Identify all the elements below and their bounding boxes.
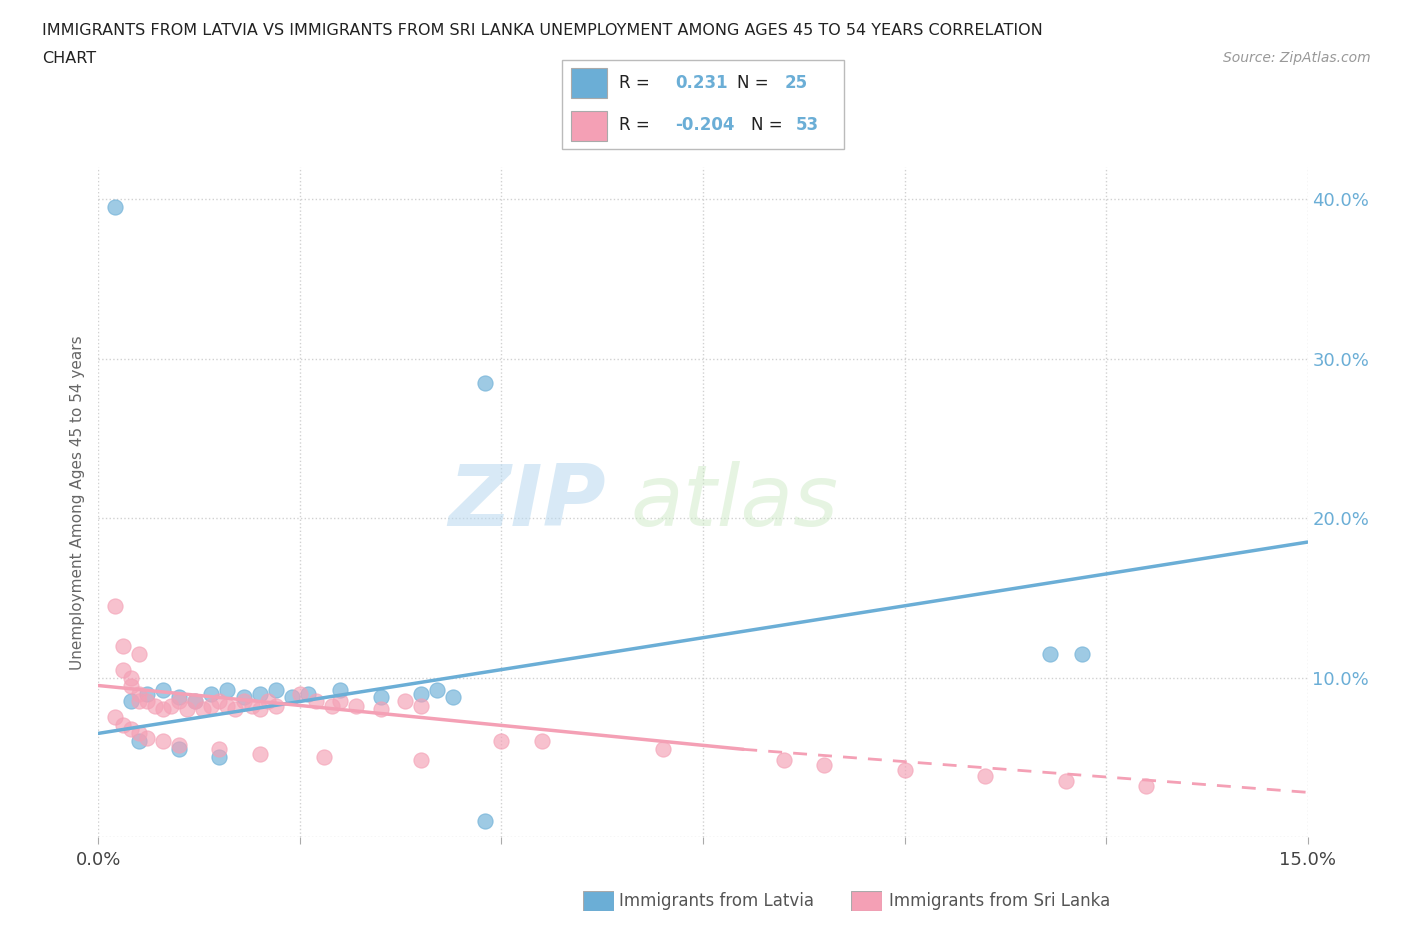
- Point: [103, 710, 125, 724]
- Point: [200, 698, 222, 713]
- Text: 0.231: 0.231: [675, 74, 727, 92]
- Text: R =: R =: [619, 116, 655, 134]
- Point: [167, 742, 190, 757]
- Point: [249, 686, 271, 701]
- Point: [111, 718, 134, 733]
- Point: [264, 683, 287, 698]
- Point: [232, 689, 254, 704]
- Point: [128, 646, 150, 661]
- Point: [240, 698, 263, 713]
- Point: [409, 698, 432, 713]
- Point: [152, 683, 174, 698]
- FancyBboxPatch shape: [851, 891, 882, 911]
- FancyBboxPatch shape: [571, 111, 607, 140]
- Point: [103, 200, 125, 215]
- Point: [264, 698, 287, 713]
- Point: [217, 683, 239, 698]
- Point: [281, 689, 304, 704]
- Point: [111, 662, 134, 677]
- Point: [167, 737, 190, 752]
- Point: [329, 694, 352, 709]
- Point: [394, 694, 416, 709]
- Point: [135, 686, 157, 701]
- Text: 25: 25: [785, 74, 807, 92]
- Point: [974, 769, 997, 784]
- Point: [208, 742, 231, 757]
- Point: [208, 694, 231, 709]
- FancyBboxPatch shape: [562, 60, 844, 149]
- Point: [120, 671, 142, 685]
- Point: [143, 698, 166, 713]
- Point: [1135, 778, 1157, 793]
- Point: [305, 694, 328, 709]
- FancyBboxPatch shape: [583, 891, 614, 911]
- Point: [1039, 646, 1062, 661]
- Point: [813, 758, 835, 773]
- Point: [426, 683, 449, 698]
- Point: [409, 686, 432, 701]
- Point: [249, 702, 271, 717]
- Point: [321, 698, 343, 713]
- Point: [329, 683, 352, 698]
- Text: Source: ZipAtlas.com: Source: ZipAtlas.com: [1223, 51, 1371, 65]
- Point: [409, 753, 432, 768]
- Point: [152, 734, 174, 749]
- Text: Immigrants from Sri Lanka: Immigrants from Sri Lanka: [889, 892, 1109, 910]
- Point: [224, 702, 246, 717]
- Text: CHART: CHART: [42, 51, 96, 66]
- Point: [772, 753, 794, 768]
- Point: [370, 702, 392, 717]
- Point: [297, 686, 319, 701]
- Point: [184, 694, 207, 709]
- Point: [200, 686, 222, 701]
- Text: 53: 53: [796, 116, 818, 134]
- Point: [160, 698, 183, 713]
- Point: [152, 702, 174, 717]
- Text: Immigrants from Latvia: Immigrants from Latvia: [619, 892, 814, 910]
- Text: N =: N =: [737, 74, 773, 92]
- FancyBboxPatch shape: [571, 69, 607, 99]
- Text: R =: R =: [619, 74, 655, 92]
- Text: -0.204: -0.204: [675, 116, 734, 134]
- Point: [128, 734, 150, 749]
- Point: [193, 702, 215, 717]
- Text: IMMIGRANTS FROM LATVIA VS IMMIGRANTS FROM SRI LANKA UNEMPLOYMENT AMONG AGES 45 T: IMMIGRANTS FROM LATVIA VS IMMIGRANTS FRO…: [42, 23, 1043, 38]
- Point: [135, 694, 157, 709]
- Point: [256, 694, 278, 709]
- Point: [184, 694, 207, 709]
- Point: [288, 686, 311, 701]
- Point: [441, 689, 464, 704]
- Point: [128, 694, 150, 709]
- Point: [120, 721, 142, 736]
- Point: [370, 689, 392, 704]
- Point: [135, 731, 157, 746]
- Point: [167, 689, 190, 704]
- Point: [232, 694, 254, 709]
- Point: [128, 686, 150, 701]
- Point: [651, 742, 673, 757]
- Point: [474, 375, 496, 390]
- Point: [491, 734, 513, 749]
- Point: [128, 726, 150, 741]
- Point: [217, 698, 239, 713]
- Point: [344, 698, 367, 713]
- Point: [314, 750, 336, 764]
- Text: ZIP: ZIP: [449, 460, 606, 544]
- Point: [120, 678, 142, 693]
- Point: [103, 598, 125, 613]
- Point: [893, 763, 915, 777]
- Point: [1070, 646, 1092, 661]
- Point: [1054, 774, 1077, 789]
- Point: [474, 814, 496, 829]
- Point: [530, 734, 553, 749]
- Point: [208, 750, 231, 764]
- Point: [176, 702, 198, 717]
- Point: [249, 747, 271, 762]
- Point: [167, 694, 190, 709]
- Point: [111, 638, 134, 653]
- Y-axis label: Unemployment Among Ages 45 to 54 years: Unemployment Among Ages 45 to 54 years: [69, 335, 84, 670]
- Point: [120, 694, 142, 709]
- Text: N =: N =: [751, 116, 787, 134]
- Text: atlas: atlas: [630, 460, 838, 544]
